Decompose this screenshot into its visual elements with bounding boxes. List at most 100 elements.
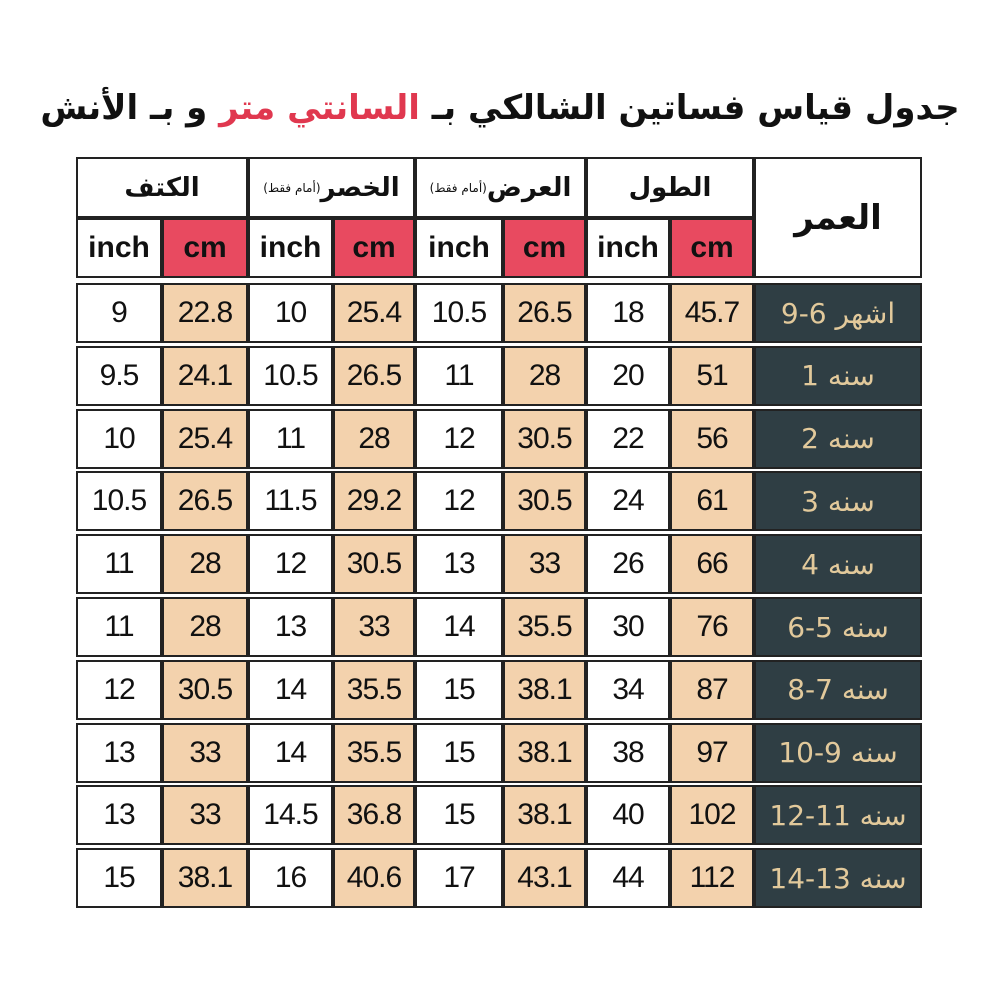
value-cell: 13 <box>76 722 162 783</box>
unit-header: inch <box>415 218 503 278</box>
age-text: 9-6 اشهر <box>780 296 896 330</box>
age-cell: 14-13 سنه <box>754 848 922 909</box>
value-text: 26.5 <box>177 484 233 518</box>
value-text: 26.5 <box>517 296 572 329</box>
value-text: 10 <box>274 296 307 329</box>
value-cell: 10.5 <box>248 345 333 406</box>
value-cell: 16 <box>248 848 333 909</box>
value-text: 11 <box>104 610 134 643</box>
value-cell: 33 <box>333 597 415 657</box>
age-text: 2 سنه <box>801 422 875 456</box>
value-cell: 35.5 <box>333 722 415 783</box>
age-cell: 8-7 سنه <box>754 659 922 720</box>
title-highlight: السانتي متر <box>219 88 420 128</box>
value-cell: 20 <box>586 345 670 406</box>
value-cell: 15 <box>76 848 162 909</box>
value-cell: 30.5 <box>333 534 415 595</box>
value-cell: 76 <box>670 597 754 657</box>
value-cell: 25.4 <box>333 283 415 343</box>
value-text: 26 <box>612 547 644 581</box>
value-cell: 28 <box>162 597 248 657</box>
unit-header: cm <box>162 218 248 278</box>
value-cell: 38 <box>586 722 670 783</box>
value-cell: 45.7 <box>670 283 754 343</box>
unit-text: cm <box>352 231 396 264</box>
value-text: 35.5 <box>346 735 402 769</box>
value-cell: 26 <box>586 534 670 595</box>
value-text: 61 <box>696 484 728 518</box>
value-text: 18 <box>612 296 644 329</box>
header-text: العمر <box>794 197 882 238</box>
value-cell: 33 <box>162 785 248 846</box>
value-cell: 10.5 <box>415 283 503 343</box>
value-text: 28 <box>189 547 221 581</box>
value-cell: 11 <box>76 534 162 595</box>
value-text: 10.5 <box>431 296 487 329</box>
value-cell: 24 <box>586 471 670 532</box>
value-text: 33 <box>189 735 221 769</box>
header-note: (أمام فقط) <box>263 180 321 195</box>
value-text: 56 <box>696 421 728 455</box>
value-text: 17 <box>443 861 475 895</box>
unit-text: cm <box>183 231 227 264</box>
value-text: 38.1 <box>517 672 572 706</box>
value-text: 20 <box>612 358 644 392</box>
group-header: العرض (أمام فقط) <box>415 157 586 218</box>
value-cell: 35.5 <box>503 597 586 657</box>
value-cell: 12 <box>415 471 503 532</box>
header-text: الطول <box>628 172 712 203</box>
group-header: الخصر (أمام فقط) <box>248 157 415 218</box>
value-cell: 15 <box>415 785 503 846</box>
value-text: 24.1 <box>177 358 233 392</box>
value-cell: 10 <box>76 408 162 469</box>
age-text: 6-5 سنه <box>787 610 889 644</box>
value-cell: 51 <box>670 345 754 406</box>
value-text: 36.8 <box>346 798 402 832</box>
unit-text: cm <box>522 231 567 264</box>
value-text: 25.4 <box>177 421 233 455</box>
value-text: 38 <box>612 735 644 769</box>
age-text: 10-9 سنه <box>778 736 898 770</box>
value-cell: 11 <box>415 345 503 406</box>
value-cell: 35.5 <box>333 659 415 720</box>
age-text: 4 سنه <box>801 547 875 581</box>
unit-header: inch <box>248 218 333 278</box>
value-text: 12 <box>443 421 475 455</box>
value-cell: 40.6 <box>333 848 415 909</box>
value-cell: 14 <box>415 597 503 657</box>
value-text: 15 <box>103 861 135 895</box>
value-cell: 11 <box>76 597 162 657</box>
value-text: 38.1 <box>177 861 233 895</box>
value-text: 38.1 <box>517 735 572 769</box>
value-text: 11 <box>444 358 474 392</box>
value-text: 33 <box>528 547 561 581</box>
value-text: 45.7 <box>684 296 740 329</box>
value-cell: 9.5 <box>76 345 162 406</box>
value-text: 9 <box>111 296 128 329</box>
value-cell: 22.8 <box>162 283 248 343</box>
value-text: 35.5 <box>517 610 572 643</box>
value-cell: 18 <box>586 283 670 343</box>
header-text: الخصر <box>320 172 400 203</box>
value-text: 12 <box>103 672 135 706</box>
value-cell: 44 <box>586 848 670 909</box>
unit-header: cm <box>670 218 754 278</box>
value-cell: 11 <box>248 408 333 469</box>
value-cell: 43.1 <box>503 848 586 909</box>
value-cell: 13 <box>248 597 333 657</box>
value-text: 30 <box>612 610 644 643</box>
value-cell: 38.1 <box>503 785 586 846</box>
value-cell: 25.4 <box>162 408 248 469</box>
value-text: 30.5 <box>346 547 402 581</box>
value-cell: 10 <box>248 283 333 343</box>
value-text: 14 <box>274 672 307 706</box>
value-text: 30.5 <box>517 484 572 518</box>
value-text: 22.8 <box>177 296 233 329</box>
value-cell: 102 <box>670 785 754 846</box>
value-cell: 28 <box>333 408 415 469</box>
value-cell: 17 <box>415 848 503 909</box>
value-cell: 33 <box>162 722 248 783</box>
age-cell: 3 سنه <box>754 471 922 532</box>
value-text: 30.5 <box>517 421 572 455</box>
value-text: 11 <box>275 421 306 455</box>
